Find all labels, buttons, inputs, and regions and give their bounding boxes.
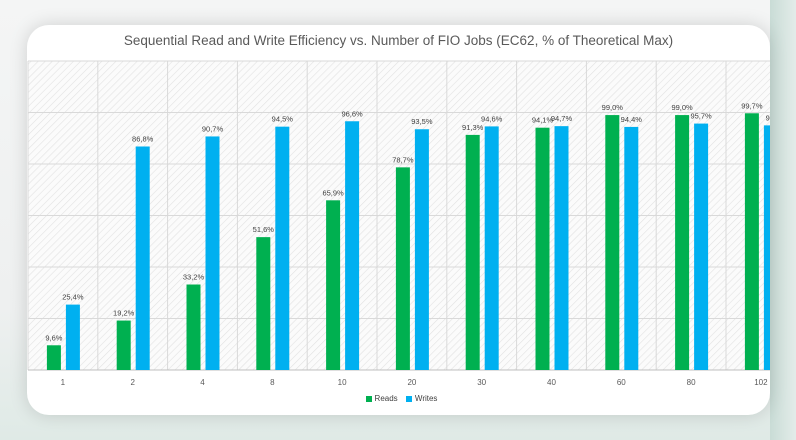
x-tick-label: 80 [687,378,696,387]
bar-reads [186,284,201,370]
bar-writes [694,123,709,370]
data-label-writes: 94,5% [272,115,294,124]
bar-writes [624,126,639,370]
chart-card: 1 9,6% 25,4% 2 19,2% 86,8% 4 33,2% 90,7% 8 51,6% 94… [27,25,770,415]
data-label-reads: 65,9% [322,188,344,197]
x-tick-label: 8 [270,378,275,387]
legend-swatch-writes [405,395,412,402]
x-tick-label: 60 [617,378,626,387]
data-label-reads: 94,1% [532,116,554,125]
legend-swatch-reads [365,395,372,402]
bar-writes [414,129,429,370]
data-label-reads: 99,0% [602,103,624,112]
data-label-reads: 99,7% [741,101,763,110]
x-tick-label: 2 [130,378,135,387]
bar-reads [46,345,61,370]
data-label-reads: 99,0% [671,103,693,112]
bar-reads [465,134,480,370]
x-tick-label: 4 [200,378,205,387]
x-tick-label: 20 [407,378,416,387]
bar-writes [275,126,290,370]
data-label-reads: 19,2% [113,309,135,318]
x-tick-label: 10 [338,378,347,387]
background-shade [770,0,796,440]
bar-reads [535,127,550,370]
x-tick-label: 1 [61,378,66,387]
data-label-reads: 91,3% [462,123,484,132]
data-label-writes: 93,5% [411,117,433,126]
x-tick-label: 102 [754,378,768,387]
legend: Reads Writes [27,394,770,403]
data-label-writes: 95, [766,113,770,122]
data-label-writes: 96,6% [341,109,363,118]
data-label-reads: 9,6% [45,333,62,342]
data-label-writes: 94,7% [551,114,573,123]
bar-reads [744,113,759,371]
data-label-reads: 33,2% [183,273,205,282]
x-tick-label: 40 [547,378,556,387]
bar-writes [205,136,220,370]
bar-reads [605,115,620,370]
bar-reads [675,115,690,370]
bar-chart: 1 9,6% 25,4% 2 19,2% 86,8% 4 33,2% 90,7% 8 51,6% 94… [27,60,770,387]
bar-reads [256,237,271,370]
chart-title: Sequential Read and Write Efficiency vs.… [123,33,674,48]
data-label-writes: 25,4% [62,293,84,302]
bar-writes [65,304,80,370]
bar-reads [116,320,131,370]
data-label-writes: 94,6% [481,114,503,123]
data-label-writes: 86,8% [132,134,154,143]
data-label-writes: 90,7% [202,124,224,133]
x-tick-label: 30 [477,378,486,387]
legend-writes: Writes [414,394,438,403]
data-label-writes: 94,4% [621,115,643,124]
data-label-reads: 78,7% [392,155,414,164]
bar-writes [763,125,770,370]
data-label-reads: 51,6% [253,225,275,234]
bar-writes [484,126,499,370]
bar-reads [326,200,341,370]
bar-writes [554,126,569,371]
bar-writes [135,146,150,370]
bar-writes [345,121,360,370]
data-label-writes: 95,7% [690,112,712,121]
bar-reads [395,167,410,370]
legend-reads: Reads [374,394,398,403]
